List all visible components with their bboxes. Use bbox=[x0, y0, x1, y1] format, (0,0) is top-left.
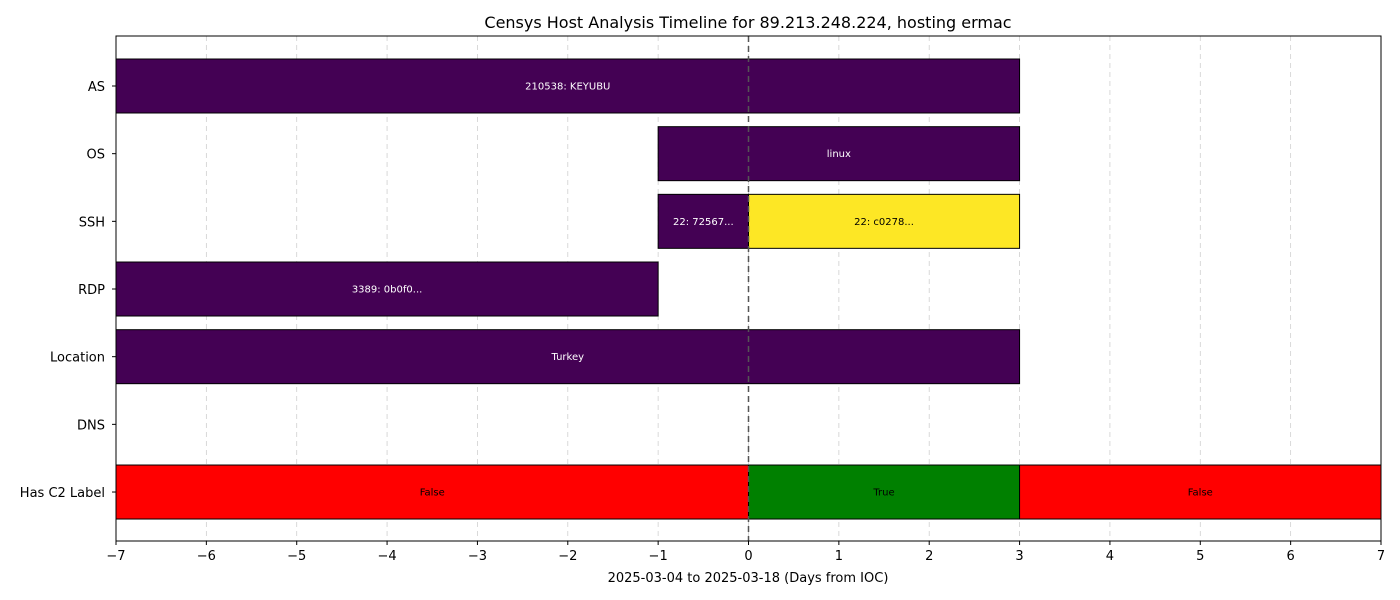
bar-label: False bbox=[1188, 488, 1213, 499]
x-tick-label: −4 bbox=[377, 549, 396, 564]
y-tick-label: DNS bbox=[77, 418, 105, 433]
y-tick-label: AS bbox=[88, 80, 105, 95]
timeline-bar bbox=[115, 464, 749, 520]
bar-label: Turkey bbox=[551, 352, 585, 363]
x-tick-label: 5 bbox=[1196, 549, 1204, 564]
timeline-bar bbox=[115, 329, 1021, 385]
y-tick-label: OS bbox=[87, 148, 105, 163]
x-tick-label: −7 bbox=[106, 549, 125, 564]
x-axis-label: 2025-03-04 to 2025-03-18 (Days from IOC) bbox=[608, 571, 889, 586]
timeline-bar bbox=[1019, 464, 1382, 520]
x-tick-label: 4 bbox=[1106, 549, 1114, 564]
timeline-bar bbox=[657, 126, 1021, 182]
bar-label: linux bbox=[827, 149, 851, 160]
x-tick-label: 2 bbox=[925, 549, 933, 564]
x-tick-label: 7 bbox=[1377, 549, 1385, 564]
bar-label: True bbox=[872, 488, 894, 499]
x-tick-label: 3 bbox=[1015, 549, 1023, 564]
x-tick-label: 1 bbox=[835, 549, 843, 564]
timeline-bar bbox=[657, 193, 750, 249]
y-tick-label: Has C2 Label bbox=[20, 486, 105, 501]
bar-label: 3389: 0b0f0... bbox=[352, 285, 423, 296]
timeline-bar bbox=[115, 58, 1021, 114]
y-tick-label: SSH bbox=[79, 215, 105, 230]
x-tick-label: −6 bbox=[197, 549, 216, 564]
chart-title: Censys Host Analysis Timeline for 89.213… bbox=[484, 13, 1011, 32]
x-tick-label: −1 bbox=[649, 549, 668, 564]
bar-label: False bbox=[420, 488, 445, 499]
x-tick-label: −3 bbox=[468, 549, 487, 564]
bar-label: 22: c0278... bbox=[854, 217, 914, 228]
timeline-bar bbox=[748, 193, 1021, 249]
timeline-bar bbox=[748, 464, 1021, 520]
y-tick-label: RDP bbox=[78, 283, 105, 298]
y-tick-label: Location bbox=[50, 351, 105, 366]
x-tick-label: 0 bbox=[744, 549, 752, 564]
bar-label: 210538: KEYUBU bbox=[525, 82, 610, 93]
x-tick-label: −2 bbox=[558, 549, 577, 564]
bar-label: 22: 72567... bbox=[673, 217, 734, 228]
x-tick-label: 6 bbox=[1287, 549, 1295, 564]
x-tick-label: −5 bbox=[287, 549, 306, 564]
plot-area: 210538: KEYUBU linux 22: 72567... 22: c0278… bbox=[20, 35, 1385, 564]
